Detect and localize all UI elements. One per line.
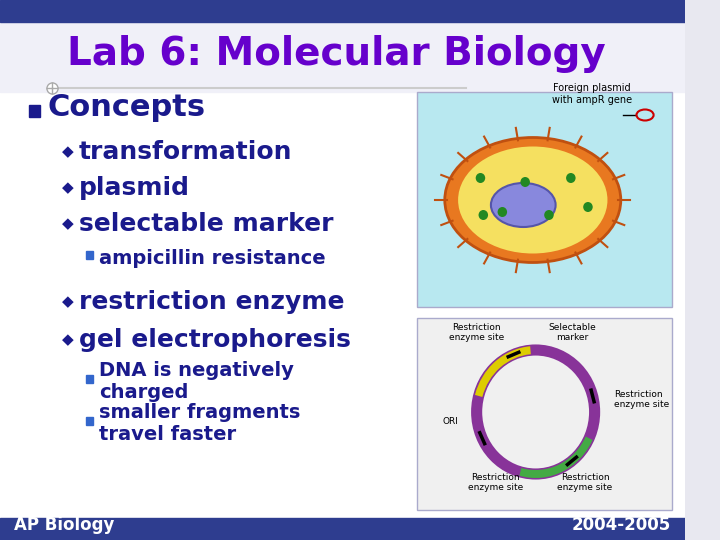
Circle shape (498, 207, 507, 217)
Bar (86, 417, 93, 425)
Text: ◆: ◆ (62, 333, 73, 348)
Ellipse shape (491, 183, 556, 227)
Text: Lab 6: Molecular Biology: Lab 6: Molecular Biology (66, 35, 606, 73)
Text: ◆: ◆ (62, 294, 73, 309)
Bar (86, 375, 93, 383)
Circle shape (544, 210, 554, 220)
FancyBboxPatch shape (417, 92, 672, 307)
Circle shape (521, 177, 530, 187)
Text: ◆: ◆ (62, 180, 73, 195)
Text: selectable marker: selectable marker (79, 212, 333, 236)
Text: plasmid: plasmid (79, 176, 190, 200)
Bar (0, 22, 685, 92)
FancyBboxPatch shape (417, 318, 672, 510)
Circle shape (476, 173, 485, 183)
Text: Concepts: Concepts (48, 93, 206, 122)
Text: Restriction
enzyme site: Restriction enzyme site (449, 322, 504, 342)
Text: DNA is negatively
charged: DNA is negatively charged (99, 361, 294, 402)
Ellipse shape (458, 146, 608, 253)
Bar (0, 518, 685, 540)
Text: gel electrophoresis: gel electrophoresis (79, 328, 351, 352)
Bar (29, 105, 40, 117)
Circle shape (583, 202, 593, 212)
Text: Selectable
marker: Selectable marker (548, 322, 595, 342)
Ellipse shape (445, 138, 621, 262)
Wedge shape (475, 346, 531, 397)
Text: Restriction
enzyme site: Restriction enzyme site (557, 472, 613, 492)
Text: Foreign plasmid
with ampR gene: Foreign plasmid with ampR gene (552, 83, 632, 105)
Text: ◆: ◆ (62, 217, 73, 232)
Text: transformation: transformation (79, 140, 292, 164)
Text: 2004-2005: 2004-2005 (572, 516, 671, 534)
Text: ORI: ORI (442, 417, 458, 426)
Text: AP Biology: AP Biology (14, 516, 114, 534)
Bar (86, 251, 93, 259)
Text: Restriction
enzyme site: Restriction enzyme site (468, 472, 523, 492)
Text: restriction enzyme: restriction enzyme (79, 290, 344, 314)
Circle shape (566, 173, 575, 183)
Wedge shape (519, 436, 593, 478)
Text: smaller fragments
travel faster: smaller fragments travel faster (99, 403, 300, 444)
Text: ampicillin resistance: ampicillin resistance (99, 248, 325, 267)
Text: ◆: ◆ (62, 145, 73, 159)
Bar (0, 0, 685, 22)
Circle shape (479, 210, 488, 220)
Text: Restriction
enzyme site: Restriction enzyme site (613, 389, 669, 409)
